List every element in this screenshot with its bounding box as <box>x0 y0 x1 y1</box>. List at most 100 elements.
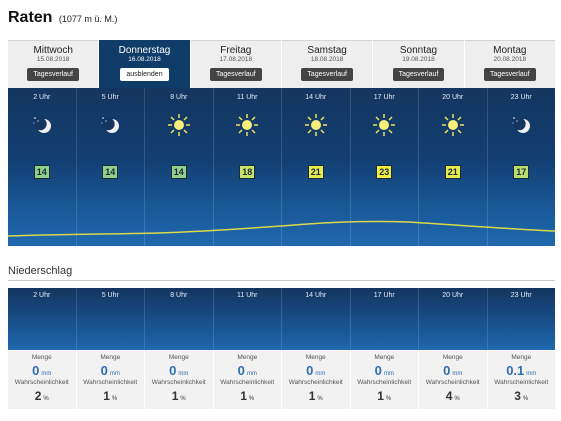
amount-label: Menge <box>31 354 52 361</box>
hour-time: 20 Uhr <box>442 292 464 299</box>
tab-day-3[interactable]: Samstag 18.08.2018 Tagesverlauf <box>281 40 373 88</box>
probability-label: Wahrscheinlichkeit <box>83 379 138 386</box>
precipitation-heading: Niederschlag <box>8 265 73 277</box>
hour-time: 5 Uhr <box>101 94 119 101</box>
precipitation-panel: 2 Uhr 5 Uhr 8 Uhr 11 Uhr 14 Uhr 17 Uhr 2… <box>8 288 555 350</box>
hour-time: 5 Uhr <box>101 292 119 299</box>
temperature-badge: 14 <box>102 165 119 179</box>
amount-label: Menge <box>511 354 532 361</box>
temperature-curve <box>8 220 555 237</box>
tab-date-label: 17.08.2018 <box>219 56 253 63</box>
divider <box>8 280 555 281</box>
amount-label: Menge <box>237 354 258 361</box>
hour-time: 2 Uhr <box>33 94 51 101</box>
hour-time: 20 Uhr <box>442 94 464 101</box>
precip-stat-cell: Menge 0 mm Wahrscheinlichkeit 1% <box>350 351 418 409</box>
hour-time: 11 Uhr <box>237 292 258 299</box>
amount-value: 0 mm <box>32 363 52 378</box>
precip-column: 2 Uhr <box>8 288 77 350</box>
day-tabs: Mittwoch 15.08.2018 Tagesverlauf Donners… <box>8 40 555 88</box>
sun-icon <box>371 112 397 138</box>
temperature-badge: 18 <box>239 165 256 179</box>
probability-value: 1% <box>240 389 255 403</box>
amount-label: Menge <box>168 354 189 361</box>
probability-value: 2% <box>34 389 49 403</box>
hour-time: 17 Uhr <box>373 94 395 101</box>
tab-day-5[interactable]: Montag 20.08.2018 Tagesverlauf <box>464 40 555 88</box>
probability-value: 3% <box>514 389 529 403</box>
hour-time: 8 Uhr <box>170 94 188 101</box>
tagesverlauf-button[interactable]: Tagesverlauf <box>392 68 445 81</box>
hour-time: 23 Uhr <box>510 94 532 101</box>
tab-date-label: 16.08.2018 <box>128 56 161 63</box>
precip-stat-cell: Menge 0 mm Wahrscheinlichkeit 1% <box>282 351 350 409</box>
amount-label: Menge <box>305 354 326 361</box>
precip-stat-cell: Menge 0 mm Wahrscheinlichkeit 1% <box>76 351 144 409</box>
tab-day-label: Sonntag <box>399 45 438 56</box>
amount-value: 0 mm <box>237 363 257 378</box>
precip-stat-cell: Menge 0.1 mm Wahrscheinlichkeit 3% <box>487 351 555 409</box>
temperature-badge: 21 <box>444 165 461 179</box>
tab-date-label: 18.08.2018 <box>310 56 344 63</box>
probability-label: Wahrscheinlichkeit <box>494 379 549 386</box>
tab-date-label: 19.08.2018 <box>402 56 435 63</box>
probability-value: 1% <box>171 389 186 403</box>
tagesverlauf-button[interactable]: Tagesverlauf <box>27 68 80 81</box>
temperature-badge: 14 <box>33 165 50 179</box>
hour-time: 2 Uhr <box>33 292 51 299</box>
location-altitude: (1077 m ü. M.) <box>58 14 118 24</box>
tab-day-label: Montag <box>493 45 527 56</box>
temperature-badge: 17 <box>513 165 530 179</box>
amount-label: Menge <box>374 354 395 361</box>
probability-label: Wahrscheinlichkeit <box>14 379 69 386</box>
tab-day-label: Donnerstag <box>118 45 171 56</box>
ausblenden-button[interactable]: ausblenden <box>120 68 169 81</box>
amount-value: 0 mm <box>169 363 189 378</box>
precip-column: 5 Uhr <box>77 288 145 350</box>
probability-label: Wahrscheinlichkeit <box>357 379 412 386</box>
amount-value: 0.1 mm <box>506 363 537 378</box>
probability-label: Wahrscheinlichkeit <box>425 379 480 386</box>
tab-day-label: Samstag <box>307 45 347 56</box>
hour-column: 23 Uhr 17 <box>488 88 556 246</box>
hour-column: 14 Uhr 21 <box>282 88 351 246</box>
tagesverlauf-button[interactable]: Tagesverlauf <box>483 68 536 81</box>
tab-day-0[interactable]: Mittwoch 15.08.2018 Tagesverlauf <box>8 40 99 88</box>
precip-stat-cell: Menge 0 mm Wahrscheinlichkeit 1% <box>213 351 281 409</box>
probability-value: 4% <box>445 389 460 403</box>
amount-value: 0 mm <box>443 363 463 378</box>
hour-time: 14 Uhr <box>305 292 327 299</box>
tab-day-1[interactable]: Donnerstag 16.08.2018 ausblenden <box>99 40 190 88</box>
moon-clear-icon <box>508 112 534 138</box>
temperature-badge: 21 <box>307 165 324 179</box>
hourly-weather-panel: 2 Uhr 14 5 Uhr 14 8 Uhr 14 11 Uhr 18 14 … <box>8 88 555 246</box>
precip-stat-cell: Menge 0 mm Wahrscheinlichkeit 4% <box>419 351 487 409</box>
tagesverlauf-button[interactable]: Tagesverlauf <box>209 68 262 81</box>
amount-value: 0 mm <box>100 363 120 378</box>
precip-column: 20 Uhr <box>419 288 488 350</box>
amount-label: Menge <box>442 354 463 361</box>
hour-column: 5 Uhr 14 <box>77 88 145 246</box>
amount-value: 0 mm <box>306 363 326 378</box>
precip-column: 14 Uhr <box>282 288 351 350</box>
precip-column: 11 Uhr <box>214 288 282 350</box>
tab-date-label: 15.08.2018 <box>36 56 70 63</box>
sun-icon <box>440 112 466 138</box>
sun-icon <box>234 112 260 138</box>
probability-label: Wahrscheinlichkeit <box>220 379 275 386</box>
probability-value: 1% <box>377 389 392 403</box>
hour-column: 17 Uhr 23 <box>351 88 419 246</box>
tab-day-4[interactable]: Sonntag 19.08.2018 Tagesverlauf <box>373 40 464 88</box>
hour-time: 23 Uhr <box>510 292 532 299</box>
probability-label: Wahrscheinlichkeit <box>288 379 343 386</box>
hour-time: 14 Uhr <box>305 94 327 101</box>
precip-stat-cell: Menge 0 mm Wahrscheinlichkeit 2% <box>8 351 76 409</box>
probability-value: 1% <box>308 389 323 403</box>
tab-day-2[interactable]: Freitag 17.08.2018 Tagesverlauf <box>190 40 281 88</box>
amount-value: 0 mm <box>374 363 394 378</box>
tagesverlauf-button[interactable]: Tagesverlauf <box>301 68 353 81</box>
tab-day-label: Freitag <box>220 45 252 56</box>
location-name: Raten <box>8 9 53 26</box>
hour-column: 20 Uhr 21 <box>419 88 488 246</box>
